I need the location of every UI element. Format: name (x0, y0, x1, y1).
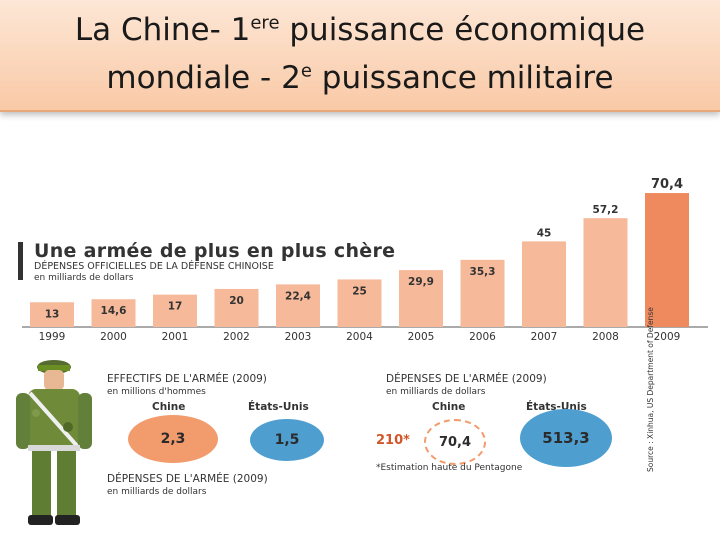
bar-2000 (91, 299, 136, 327)
bar-value-label: 22,4 (285, 290, 311, 302)
title-line-2-superscript: e (300, 60, 312, 82)
effectifs-china-value: 2,3 (160, 431, 186, 447)
bar-2009 (645, 193, 689, 327)
title-line-1-part-b: puissance économique (279, 12, 646, 48)
bar-value-label: 57,2 (593, 204, 619, 216)
depenses-china-value: 70,4 (438, 434, 472, 450)
title-line-1-part-a: La Chine- 1 (74, 12, 251, 48)
effectifs-china-label: Chine (152, 401, 186, 413)
effectifs-us-value: 1,5 (274, 432, 300, 448)
depenses-us-value: 513,3 (542, 429, 590, 447)
x-tick-label: 2004 (346, 331, 373, 343)
bar-2007 (522, 241, 566, 327)
effectifs-us-circle: 1,5 (250, 419, 324, 461)
bar-value-label: 13 (45, 308, 60, 320)
x-tick-label: 2003 (285, 331, 312, 343)
bar-chart-svg: 13 1999 14,6 2000 17 2001 20 2002 22,4 2003 25 2004… (22, 177, 708, 343)
comparison-section: EFFECTIFS DE L'ARMÉE (2009) en millions … (0, 345, 720, 540)
pentagon-estimate: 210* (376, 433, 410, 448)
bar-value-label: 70,4 (651, 177, 683, 192)
depenses-right-unit: en milliards de dollars (386, 387, 486, 397)
effectifs-heading: EFFECTIFS DE L'ARMÉE (2009) (107, 373, 267, 385)
source-credit: Source : Xinhua, US Department of Defens… (646, 307, 655, 472)
bar-value-label: 20 (229, 295, 244, 307)
x-tick-label: 2009 (654, 331, 681, 343)
x-tick-label: 2005 (408, 331, 435, 343)
effectifs-us-label: États-Unis (248, 401, 309, 413)
title-line-2: mondiale - 2e puissance militaire (0, 60, 720, 96)
x-tick-label: 2000 (100, 331, 127, 343)
chart-title-marker (18, 242, 23, 280)
bar-2004 (337, 279, 382, 327)
title-line-1-superscript: ere (250, 12, 280, 34)
bar-1999 (30, 302, 74, 327)
title-line-2-part-a: mondiale - 2 (106, 60, 301, 96)
title-line-1: La Chine- 1ere puissance économique (0, 12, 720, 48)
x-tick-label: 2008 (592, 331, 619, 343)
x-tick-label: 2006 (469, 331, 496, 343)
depenses-us-circle: 513,3 (520, 409, 612, 467)
bar-chart: Une armée de plus en plus chère DÉPENSES… (18, 170, 712, 345)
chart-unit: en milliards de dollars (34, 273, 134, 283)
depenses-china-circle: 70,4 (424, 419, 486, 465)
x-tick-label: 2007 (531, 331, 558, 343)
bar-2002 (214, 288, 259, 327)
bar-value-label: 17 (168, 301, 183, 313)
bar-value-label: 25 (352, 285, 367, 297)
bar-value-label: 35,3 (470, 266, 496, 278)
x-tick-label: 1999 (39, 331, 66, 343)
x-tick-label: 2001 (162, 331, 189, 343)
bar-value-label: 45 (537, 227, 552, 239)
depenses-left-heading: DÉPENSES DE L'ARMÉE (2009) (107, 473, 268, 485)
effectifs-china-circle: 2,3 (128, 415, 218, 463)
depenses-china-label: Chine (432, 401, 466, 413)
pentagon-note: *Estimation haute du Pentagone (376, 463, 523, 473)
effectifs-unit: en millions d'hommes (107, 387, 206, 397)
bar-2005 (399, 270, 443, 327)
x-tick-label: 2002 (223, 331, 250, 343)
depenses-left-unit: en milliards de dollars (107, 487, 207, 497)
bar-2006 (460, 259, 505, 327)
bar-2001 (153, 294, 197, 327)
title-line-2-part-b: puissance militaire (311, 60, 614, 96)
bar-2003 (276, 284, 320, 327)
depenses-right-heading: DÉPENSES DE L'ARMÉE (2009) (386, 373, 547, 385)
chart-title: Une armée de plus en plus chère (34, 240, 396, 262)
soldier-illustration (16, 360, 92, 525)
chart-subtitle: DÉPENSES OFFICIELLES DE LA DÉFENSE CHINO… (34, 261, 274, 272)
bar-2008 (583, 218, 628, 327)
bar-value-label: 14,6 (101, 305, 127, 317)
title-banner: La Chine- 1ere puissance économique mond… (0, 0, 720, 112)
bar-value-label: 29,9 (408, 276, 434, 288)
